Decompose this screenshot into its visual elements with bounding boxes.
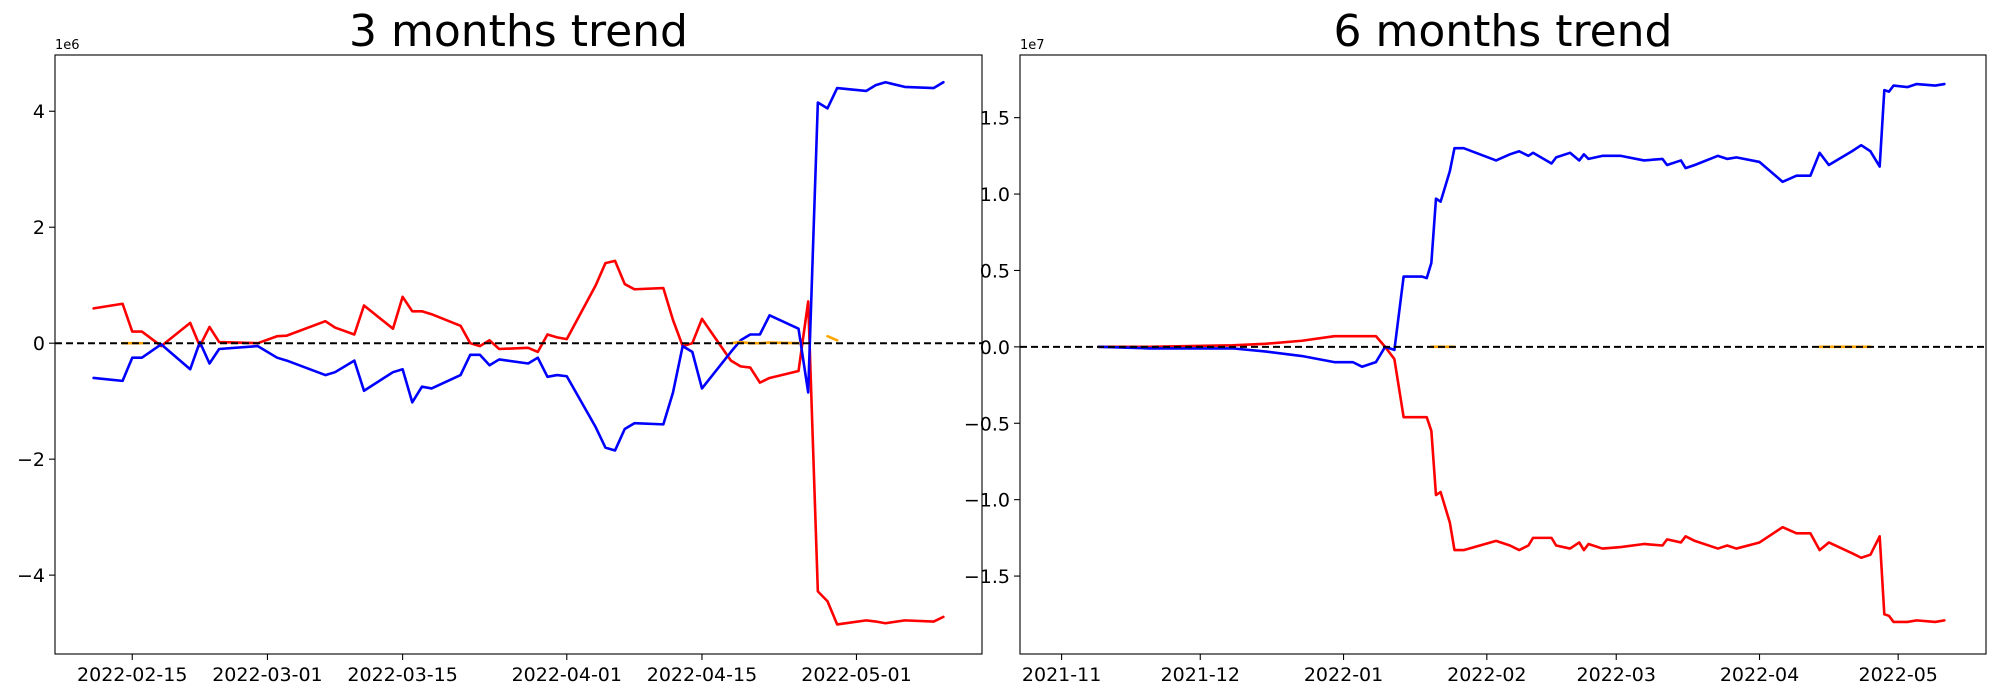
x-tick-label: 2022-01	[1304, 664, 1383, 686]
y-tick-label: −0.5	[964, 413, 1010, 435]
x-tick-label: 2022-04-15	[647, 664, 757, 686]
x-tick-label: 2022-05-01	[801, 664, 911, 686]
y-tick-label: −1.0	[964, 490, 1010, 512]
plot-area	[1020, 82, 1986, 624]
series-line	[1097, 82, 1946, 369]
y-tick-label: 0	[33, 333, 45, 355]
y-tick-label: 1.5	[980, 108, 1010, 130]
x-tick-label: 2022-04	[1720, 664, 1799, 686]
axes-frame	[54, 54, 983, 655]
series-line	[1097, 334, 1946, 624]
axes-frame	[1019, 54, 1987, 655]
x-tick-label: 2022-03-15	[347, 664, 457, 686]
plot-area	[55, 80, 982, 626]
y-tick-label: 0.0	[980, 337, 1010, 359]
y-tick-label: 1.0	[980, 184, 1010, 206]
x-tick-label: 2022-02-15	[77, 664, 187, 686]
x-tick-label: 2022-02	[1447, 664, 1526, 686]
x-tick-label: 2022-03	[1577, 664, 1656, 686]
chart-title: 3 months trend	[349, 6, 688, 57]
y-tick-label: 2	[33, 217, 45, 239]
x-tick-label: 2022-04-01	[512, 664, 622, 686]
y-tick-label: −2	[17, 449, 45, 471]
y-offset-label: 1e6	[55, 38, 80, 53]
x-tick-label: 2022-03-01	[212, 664, 322, 686]
y-tick-label: 4	[33, 101, 45, 123]
y-tick-label: −4	[17, 565, 45, 587]
x-tick-label: 2021-11	[1022, 664, 1101, 686]
series-line	[92, 80, 945, 452]
chart-title: 6 months trend	[1334, 6, 1673, 57]
series-line	[826, 334, 839, 342]
series-line	[92, 259, 945, 626]
y-offset-label: 1e7	[1020, 38, 1045, 53]
x-tick-label: 2022-05	[1858, 664, 1937, 686]
y-tick-label: 0.5	[980, 260, 1010, 282]
chart: 6 months trend 1e7 2021-11 2021-12 2022-01 20…	[964, 6, 1987, 686]
y-tick-label: −1.5	[964, 566, 1010, 588]
x-tick-label: 2021-12	[1161, 664, 1240, 686]
